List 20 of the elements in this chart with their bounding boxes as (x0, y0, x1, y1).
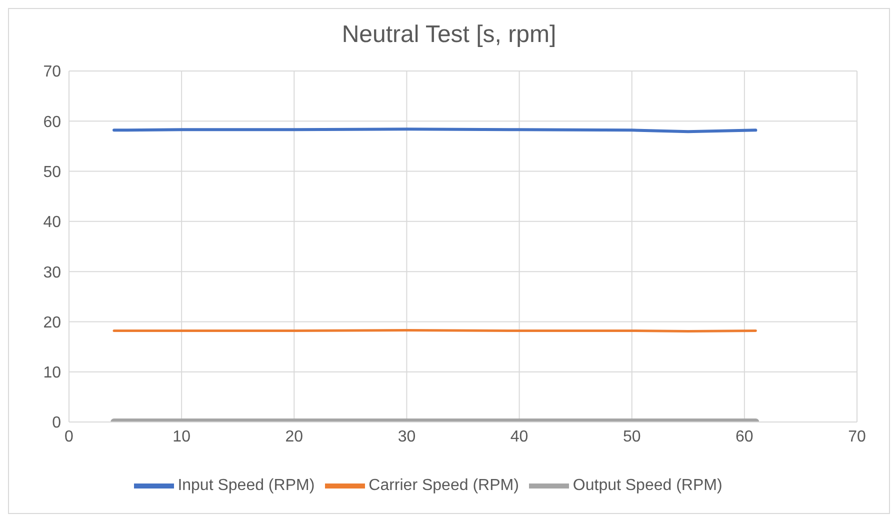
x-tick-label: 20 (285, 428, 304, 446)
y-tick-label: 60 (43, 114, 62, 131)
y-tick-label: 0 (52, 414, 62, 432)
x-tick-label: 70 (848, 428, 866, 446)
chart-title: Neutral Test [s, rpm] (340, 20, 558, 50)
y-tick-label: 10 (43, 364, 62, 382)
x-tick-label: 40 (510, 428, 528, 446)
y-tick-label: 50 (43, 164, 62, 181)
legend-label: Output Speed (RPM) (572, 477, 722, 494)
y-tick-label: 30 (43, 264, 62, 282)
x-tick-label: 0 (64, 428, 74, 446)
y-tick-label: 40 (43, 214, 62, 232)
x-tick-label: 60 (736, 428, 754, 446)
y-tick-label: 70 (43, 64, 62, 81)
y-tick-label: 20 (43, 314, 62, 332)
x-tick-label: 30 (398, 428, 416, 446)
legend-label: Carrier Speed (RPM) (368, 477, 519, 494)
x-tick-label: 10 (172, 428, 191, 446)
x-tick-label: 50 (622, 428, 641, 446)
legend-label: Input Speed (RPM) (178, 477, 315, 494)
